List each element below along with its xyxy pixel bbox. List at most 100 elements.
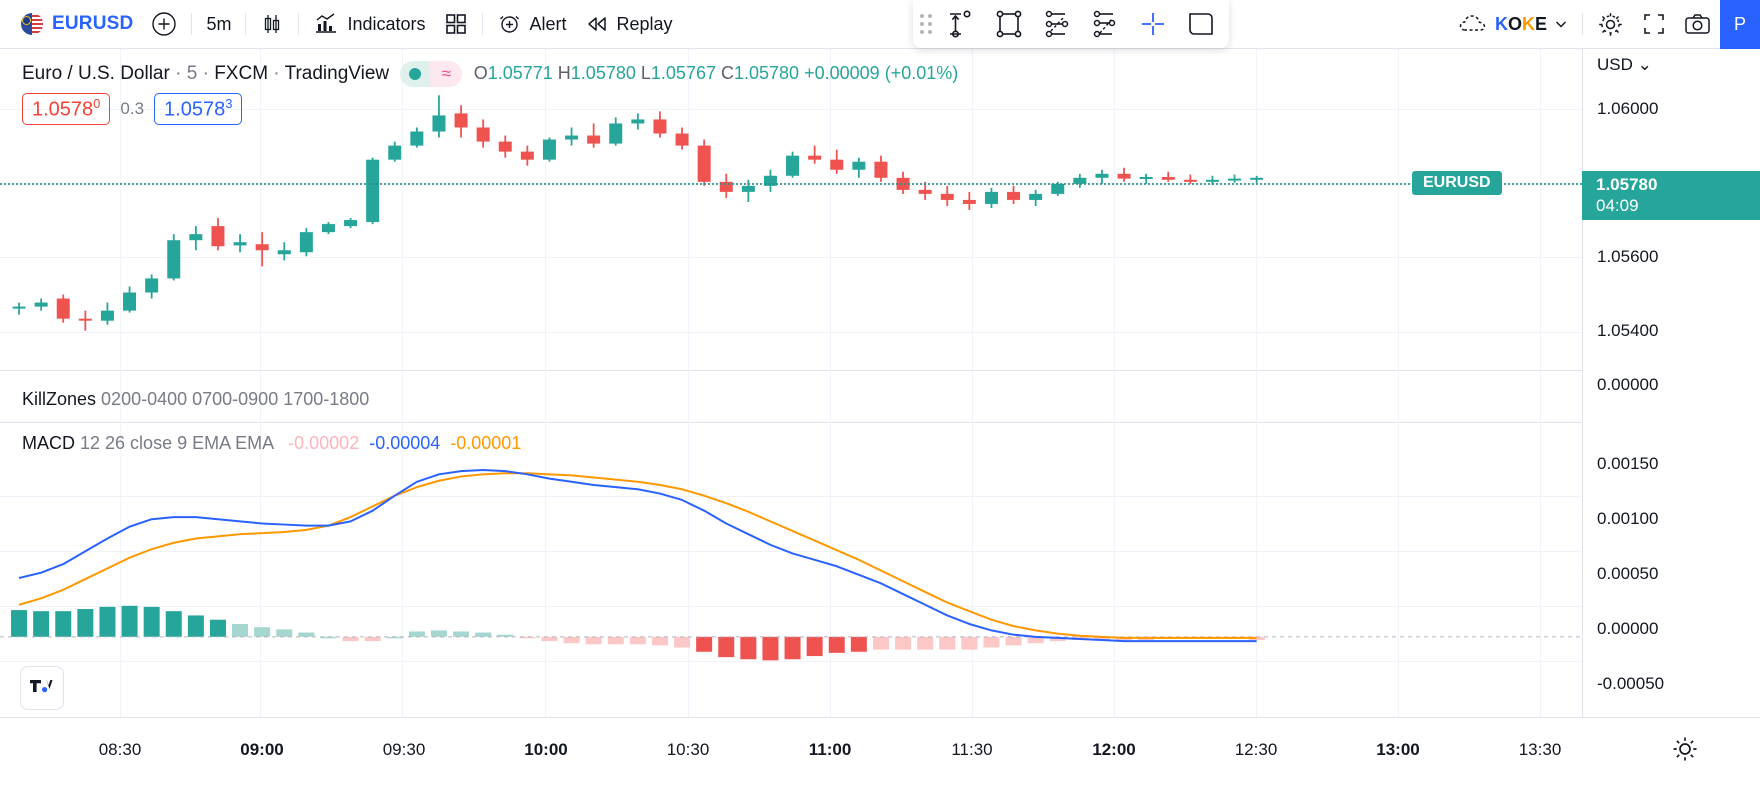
layouts-button[interactable] — [435, 7, 477, 41]
killzones-legend[interactable]: KillZones 0200-0400 0700-0900 1700-1800 — [22, 389, 369, 410]
macd-tick: -0.00050 — [1597, 674, 1665, 693]
eurusd-flag-icon — [21, 13, 43, 35]
rectangle-anchors-icon — [994, 9, 1024, 39]
chart-interval: 5 — [186, 63, 198, 85]
symbol-label: EURUSD — [52, 13, 134, 34]
chart-legend[interactable]: Euro / U.S. Dollar · 5 · FXCM · TradingV… — [22, 61, 958, 87]
add-symbol-button[interactable] — [142, 7, 186, 41]
rectangle-tool-button[interactable] — [985, 4, 1033, 44]
floating-drawing-toolbar — [913, 0, 1229, 48]
rewind-icon — [585, 14, 609, 34]
macd-values: -0.00002 -0.00004 -0.00001 — [278, 433, 521, 453]
macd-name: MACD — [22, 433, 75, 453]
price-pane[interactable]: EURUSD Euro / U.S. Dollar · 5 · FXCM · T… — [0, 49, 1582, 371]
price-tick: 1.06000 — [1597, 99, 1659, 118]
ask-price-badge[interactable]: 1.05783 — [154, 93, 243, 125]
crosshair-tool-button[interactable] — [1129, 4, 1177, 44]
alert-button[interactable]: Alert — [488, 7, 576, 41]
parallel-channel-tool-button[interactable] — [1033, 4, 1081, 44]
pitchfork-lines-icon — [1090, 9, 1120, 39]
title-sep: · — [202, 63, 209, 85]
time-tick: 09:30 — [382, 740, 426, 759]
time-tick: 11:30 — [951, 740, 993, 759]
title-sep: · — [175, 63, 182, 85]
indicators-chart-icon — [313, 11, 339, 37]
toolbar-divider — [191, 13, 193, 35]
macd-tick: 0.00100 — [1597, 509, 1659, 528]
approx-icon: ≈ — [430, 61, 463, 87]
chart-panes: EURUSD Euro / U.S. Dollar · 5 · FXCM · T… — [0, 49, 1582, 794]
bid-price-badge[interactable]: 1.05780 — [22, 93, 111, 125]
toolbar-divider — [481, 13, 483, 35]
fullscreen-button[interactable] — [1633, 7, 1675, 41]
time-tick: 12:30 — [1234, 740, 1278, 759]
currency-selector[interactable]: USD ⌄ — [1597, 55, 1652, 75]
time-tick: 13:30 — [1518, 740, 1562, 759]
time-tick: 13:00 — [1376, 740, 1420, 759]
alert-label: Alert — [529, 13, 567, 34]
symbol-price-tag: EURUSD — [1412, 171, 1502, 195]
pitchfork-tool-button[interactable] — [1081, 4, 1129, 44]
fullscreen-icon — [1642, 12, 1666, 36]
rounded-rect-icon — [1186, 9, 1216, 39]
candlestick-series — [12, 95, 1264, 331]
indicators-button[interactable]: Indicators — [304, 7, 434, 41]
macd-legend[interactable]: MACD 12 26 close 9 EMA EMA -0.00002 -0.00… — [22, 433, 521, 454]
current-price-value: 1.05780 — [1596, 175, 1658, 194]
crosshair-icon — [1138, 9, 1168, 39]
open-value: 1.05771 — [487, 63, 553, 84]
note-tool-button[interactable] — [1177, 4, 1225, 44]
time-axis[interactable]: 08:30 09:00 09:30 10:00 10:30 11:00 11:30 12:00… — [0, 717, 1760, 794]
chart-settings-icon[interactable] — [1672, 736, 1698, 767]
current-price-badge[interactable]: 1.05780 04:09 — [1582, 171, 1760, 220]
data-source-badge[interactable]: ≈ — [400, 61, 463, 87]
currency-label: USD — [1597, 55, 1633, 74]
camera-icon — [1684, 12, 1711, 36]
user-layout-button[interactable]: KOKE — [1451, 7, 1577, 41]
time-tick: 10:00 — [524, 740, 568, 759]
publish-label: P — [1733, 13, 1746, 34]
macd-value: -0.00002 — [288, 433, 360, 453]
quote-row: 1.05780 0.3 1.05783 — [22, 93, 243, 125]
change-percent: (+0.01%) — [884, 63, 959, 84]
killzones-pane[interactable]: KillZones 0200-0400 0700-0900 1700-1800 — [0, 371, 1582, 423]
price-axis[interactable]: USD ⌄ 1.06000 1.05800 1.05600 1.05400 1.… — [1582, 49, 1760, 754]
chart-settings-button[interactable] — [1588, 7, 1633, 41]
macd-value: -0.00004 — [369, 433, 441, 453]
chart-exchange: FXCM — [214, 63, 269, 85]
high-label: H — [557, 63, 571, 84]
snapshot-button[interactable] — [1675, 7, 1720, 41]
interval-button[interactable]: 5m — [197, 7, 240, 41]
replay-label: Replay — [616, 13, 673, 34]
toolbar-divider — [1581, 13, 1583, 35]
macd-params: 12 26 close 9 EMA EMA — [80, 433, 274, 453]
time-tick: 11:00 — [808, 740, 852, 759]
replay-button[interactable]: Replay — [576, 7, 682, 41]
macd-tick: 0.00050 — [1597, 564, 1659, 583]
toolbar-right-cluster: KOKE — [1451, 0, 1760, 49]
user-name-label: KOKE — [1494, 13, 1547, 34]
chart-source: TradingView — [284, 63, 390, 85]
chart-type-button[interactable] — [251, 7, 293, 41]
time-tick: 09:00 — [240, 740, 284, 759]
chevron-down-icon — [1553, 16, 1569, 32]
chart-area[interactable]: EURUSD Euro / U.S. Dollar · 5 · FXCM · T… — [0, 49, 1760, 794]
low-value: 1.05767 — [650, 63, 716, 84]
tradingview-logo[interactable] — [20, 666, 64, 710]
main-toolbar: EURUSD 5m — [0, 0, 1760, 49]
bar-countdown: 04:09 — [1596, 196, 1639, 216]
time-tick: 12:00 — [1092, 740, 1136, 759]
grid-layout-icon — [444, 12, 468, 36]
toolbar-divider — [298, 13, 300, 35]
measure-tool-button[interactable] — [937, 4, 985, 44]
gear-icon — [1597, 11, 1624, 38]
drag-dots-icon[interactable] — [917, 10, 935, 38]
parallel-lines-dashed-icon — [1042, 9, 1072, 39]
symbol-search-button[interactable]: EURUSD — [12, 7, 142, 41]
macd-pane[interactable]: MACD 12 26 close 9 EMA EMA -0.00002 -0.00… — [0, 423, 1582, 717]
price-tick: 1.05400 — [1597, 321, 1659, 340]
macd-series — [0, 469, 1582, 661]
time-tick: 10:30 — [666, 740, 710, 759]
toolbar-divider — [245, 13, 247, 35]
publish-button[interactable]: P — [1719, 0, 1760, 49]
